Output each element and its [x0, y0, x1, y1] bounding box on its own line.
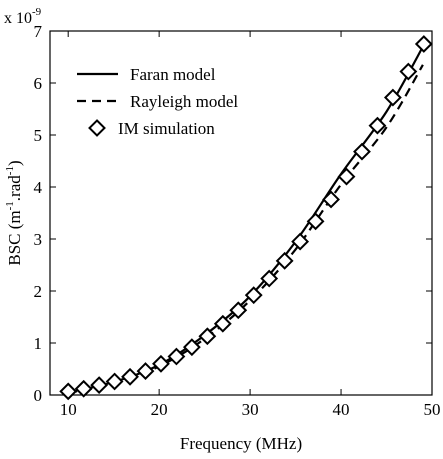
y-tick-label: 3: [34, 230, 43, 249]
y-tick-label: 5: [34, 126, 43, 145]
axis-ticks: 10 20 30 40 50 0 1 2 3 4 5 6 7: [34, 22, 441, 419]
faran-model-line: [67, 46, 424, 394]
im-simulation-point: [182, 338, 201, 357]
x-axis-label: Frequency (MHz): [180, 434, 302, 453]
series-diamond: [59, 35, 433, 401]
plot-frame: [49, 30, 433, 396]
im-simulation-point: [260, 269, 279, 288]
im-simulation-point: [152, 354, 170, 373]
y-tick-label: 0: [34, 386, 43, 405]
im-simulation-point: [383, 88, 402, 107]
legend-label: IM simulation: [118, 119, 215, 138]
y-axis-label: BSC (m-1.rad-1): [4, 160, 24, 265]
im-simulation-point: [167, 347, 186, 366]
legend: Faran model Rayleigh model IM simulation: [77, 65, 238, 138]
x-tick-label: 40: [333, 400, 350, 419]
im-simulation-point: [213, 314, 232, 333]
im-simulation-point: [244, 286, 263, 305]
im-simulation-point: [414, 35, 433, 53]
im-simulation-point: [229, 301, 248, 320]
im-simulation-point: [74, 379, 93, 398]
im-simulation-point: [322, 190, 340, 209]
y-tick-label: 1: [34, 334, 43, 353]
im-simulation-point: [136, 362, 155, 380]
series-layer: [59, 35, 433, 401]
im-simulation-point: [121, 367, 139, 386]
rayleigh-model-line: [67, 64, 424, 394]
x-tick-label: 30: [242, 400, 259, 419]
legend-label: Faran model: [130, 65, 216, 84]
im-simulation-point: [105, 372, 124, 391]
series-dashed: [67, 64, 424, 394]
y-tick-label: 2: [34, 282, 43, 301]
im-simulation-point: [368, 116, 387, 135]
im-simulation-point: [59, 382, 78, 401]
x-tick-label: 50: [424, 400, 441, 419]
y-tick-label: 6: [34, 74, 43, 93]
y-tick-label: 7: [34, 22, 43, 41]
im-simulation-point: [291, 232, 310, 251]
im-simulation-point: [198, 327, 217, 346]
im-simulation-point: [306, 212, 325, 231]
im-simulation-point: [399, 62, 418, 81]
im-simulation-point: [353, 142, 371, 161]
series-solid: [67, 46, 424, 394]
im-simulation-point: [90, 376, 109, 395]
x-tick-label: 10: [60, 400, 77, 419]
im-simulation-point: [275, 251, 294, 270]
legend-diamond-marker: [88, 119, 106, 137]
x-tick-label: 20: [151, 400, 168, 419]
y-tick-label: 4: [34, 178, 43, 197]
legend-label: Rayleigh model: [130, 92, 238, 111]
im-simulation-point: [337, 167, 356, 186]
y-multiplier-label: x 10-9: [4, 6, 42, 27]
